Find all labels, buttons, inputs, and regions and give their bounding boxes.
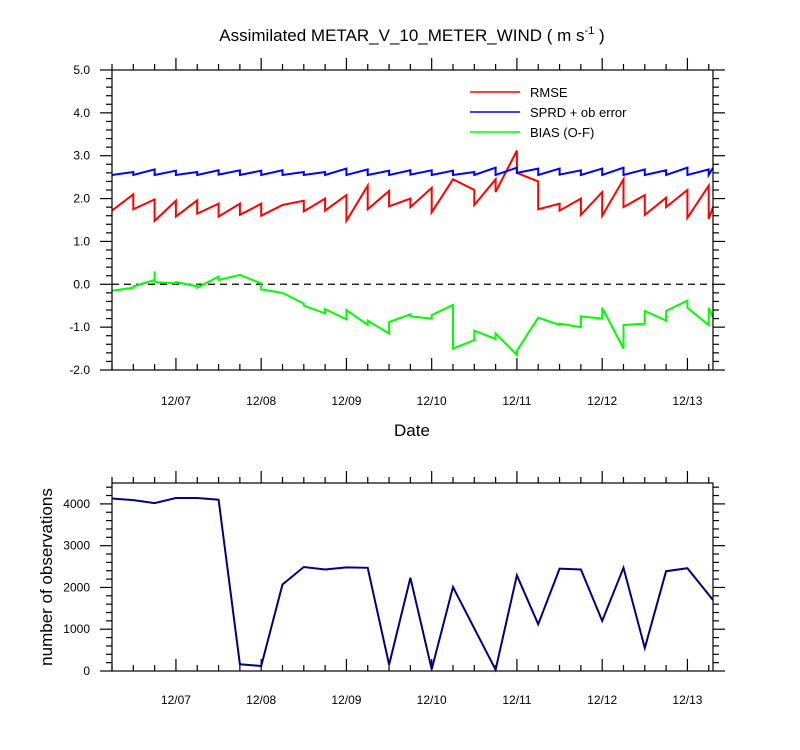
legend-label: SPRD + ob error — [530, 105, 627, 120]
x-tick-label: 12/12 — [587, 693, 617, 707]
top-series-lines — [111, 150, 714, 358]
top-plot-frame — [111, 69, 714, 371]
y-tick-label: 3.0 — [73, 149, 90, 163]
x-tick-label: 12/07 — [161, 394, 191, 408]
chart-title-superscript: -1 — [585, 25, 595, 37]
bottom-series-lines — [111, 497, 714, 673]
y-tick-label: 4.0 — [73, 106, 90, 120]
x-tick-label: 12/10 — [417, 394, 447, 408]
y-tick-label: 3000 — [63, 539, 90, 553]
bottom-x-tick-labels: 12/07 12/08 12/09 12/10 12/11 12/12 12/13 — [161, 693, 703, 707]
x-tick-label: 12/07 — [161, 693, 191, 707]
y-tick-label: -1.0 — [69, 320, 90, 334]
series-line-sprd-ob-error — [111, 166, 714, 179]
x-tick-label: 12/09 — [331, 394, 361, 408]
legend-label: BIAS (O-F) — [530, 125, 594, 140]
x-tick-label: 12/08 — [246, 693, 276, 707]
x-tick-label: 12/10 — [417, 693, 447, 707]
y-tick-label: 0.0 — [73, 277, 90, 291]
y-tick-label: 2.0 — [73, 192, 90, 206]
bottom-plot-frame — [111, 482, 714, 672]
y-tick-label: 4000 — [63, 497, 90, 511]
x-tick-label: 12/11 — [502, 693, 531, 707]
x-tick-label: 12/09 — [331, 693, 361, 707]
series-line-bias-o-f — [111, 271, 714, 358]
bottom-y-tick-labels: 0 1000 2000 3000 4000 — [63, 497, 90, 678]
bottom-ticks — [100, 471, 725, 672]
top-y-tick-labels: 5.0 4.0 3.0 2.0 1.0 0.0 -1.0 -2.0 — [69, 63, 90, 377]
top-chart: 5.04.03.02.01.00.0-1.0-2.0 12/07 12/08 12/… — [69, 58, 725, 440]
y-tick-label: 2000 — [63, 580, 90, 594]
y-tick-label: 1000 — [63, 622, 90, 636]
x-tick-label: 12/13 — [672, 394, 702, 408]
top-x-tick-labels: 12/07 12/08 12/09 12/10 12/11 12/12 12/13 — [161, 394, 703, 408]
y-tick-label: 0 — [83, 664, 90, 678]
y-tick-label: -2.0 — [69, 363, 90, 377]
series-line-number-of-observations — [111, 497, 714, 673]
chart-title-end: ) — [594, 26, 604, 45]
chart-title-main: Assimilated METAR_V_10_METER_WIND ( m s — [219, 26, 584, 45]
top-ticks — [100, 58, 725, 371]
series-line-rmse — [111, 150, 714, 225]
chart-title: Assimilated METAR_V_10_METER_WIND ( m s-… — [219, 25, 604, 45]
top-x-axis-label: Date — [394, 421, 430, 440]
x-tick-label: 12/12 — [587, 394, 617, 408]
x-tick-label: 12/13 — [672, 693, 702, 707]
x-tick-label: 12/11 — [502, 394, 531, 408]
x-tick-label: 12/08 — [246, 394, 276, 408]
legend: RMSE SPRD + ob error BIAS (O-F) — [470, 85, 627, 140]
legend-label: RMSE — [530, 85, 568, 100]
bottom-y-axis-label: number of observations — [37, 488, 56, 666]
y-tick-label: 5.0 — [73, 63, 90, 77]
y-tick-label: 1.0 — [73, 234, 90, 248]
